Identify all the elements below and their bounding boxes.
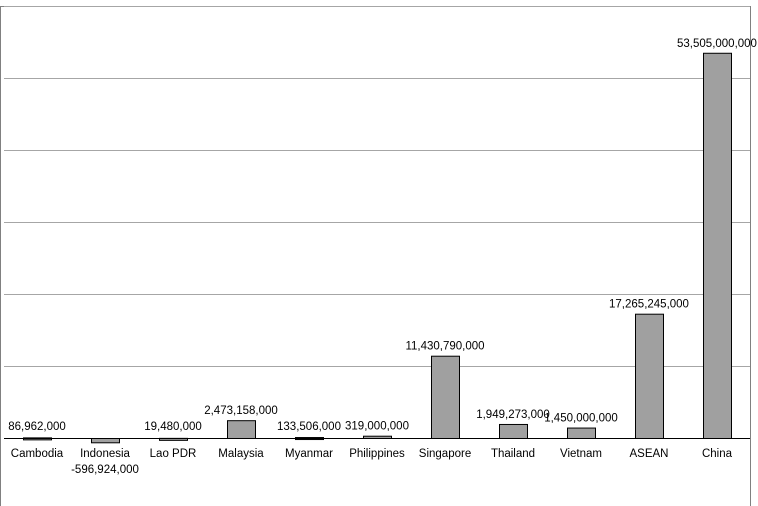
category-label-vietnam: Vietnam bbox=[560, 448, 602, 460]
value-label-malaysia: 2,473,158,000 bbox=[204, 405, 278, 417]
value-label-lao-pdr: 19,480,000 bbox=[144, 421, 202, 433]
gridlines bbox=[4, 6, 750, 367]
category-label-singapore: Singapore bbox=[419, 448, 471, 460]
value-label-indonesia: -596,924,000 bbox=[71, 464, 139, 476]
bars bbox=[23, 52, 732, 444]
bar-singapore bbox=[431, 355, 460, 439]
value-label-singapore: 11,430,790,000 bbox=[405, 341, 484, 353]
category-label-thailand: Thailand bbox=[491, 448, 535, 460]
category-label-asean: ASEAN bbox=[630, 448, 669, 460]
bar-malaysia bbox=[227, 420, 256, 440]
bar-china bbox=[703, 52, 732, 439]
bar-indonesia bbox=[91, 438, 120, 444]
bar-thailand bbox=[499, 423, 528, 440]
category-label-china: China bbox=[702, 448, 733, 460]
bar-asean bbox=[635, 313, 664, 440]
value-label-thailand: 1,949,273,000 bbox=[476, 409, 550, 421]
labels: Cambodia 86,962,000 Indonesia -596,924,000 L… bbox=[8, 38, 757, 476]
value-label-cambodia: 86,962,000 bbox=[8, 421, 66, 433]
value-label-china: 53,505,000,000 bbox=[677, 38, 757, 50]
category-label-malaysia: Malaysia bbox=[218, 448, 264, 460]
value-label-vietnam: 1,450,000,000 bbox=[544, 413, 618, 425]
value-label-philippines: 319,000,000 bbox=[345, 421, 409, 433]
category-label-philippines: Philippines bbox=[349, 448, 405, 460]
value-label-asean: 17,265,245,000 bbox=[609, 299, 689, 311]
bar-vietnam bbox=[567, 427, 596, 439]
category-label-indonesia: Indonesia bbox=[80, 448, 130, 460]
category-label-myanmar: Myanmar bbox=[285, 448, 333, 460]
category-label-cambodia: Cambodia bbox=[11, 448, 64, 460]
value-label-myanmar: 133,506,000 bbox=[277, 421, 341, 433]
category-label-lao-pdr: Lao PDR bbox=[150, 448, 197, 460]
